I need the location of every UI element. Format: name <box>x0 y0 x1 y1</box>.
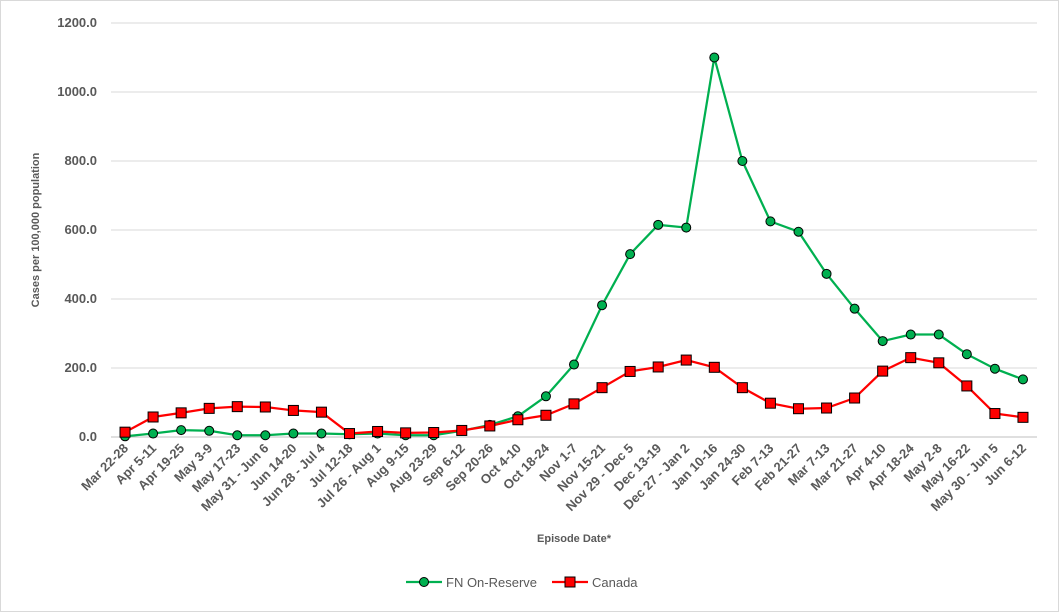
legend: FN On-Reserve Canada <box>406 575 638 590</box>
data-point <box>681 222 692 233</box>
data-point <box>849 392 861 404</box>
legend-label: Canada <box>592 575 638 590</box>
data-point <box>147 411 159 423</box>
data-point <box>821 268 832 279</box>
data-point <box>989 363 1000 374</box>
data-point <box>1017 411 1029 423</box>
data-point <box>203 402 215 414</box>
data-point <box>765 216 776 227</box>
legend-item-fn-on-reserve: FN On-Reserve <box>406 575 537 590</box>
data-point <box>259 401 271 413</box>
data-point <box>652 361 664 373</box>
data-point <box>175 407 187 419</box>
data-point <box>989 408 1001 420</box>
data-point <box>540 391 551 402</box>
gridlines <box>111 22 1037 438</box>
y-tick-label: 1200.0 <box>57 15 97 30</box>
y-tick-label: 0.0 <box>79 429 97 444</box>
data-point <box>821 402 833 414</box>
data-point <box>905 352 917 364</box>
y-tick-label: 800.0 <box>64 153 97 168</box>
data-point <box>344 428 356 440</box>
data-point <box>680 354 692 366</box>
data-point <box>933 329 944 340</box>
data-point <box>596 382 608 394</box>
data-point <box>456 424 468 436</box>
data-point <box>597 300 608 311</box>
data-point <box>484 420 496 432</box>
data-point <box>315 406 327 418</box>
data-point <box>961 349 972 360</box>
data-point <box>877 336 888 347</box>
legend-marker <box>564 576 576 588</box>
data-point <box>933 357 945 369</box>
data-point <box>849 303 860 314</box>
data-point <box>764 397 776 409</box>
data-point <box>792 403 804 415</box>
legend-label: FN On-Reserve <box>446 575 537 590</box>
data-point <box>148 428 159 439</box>
data-point <box>569 359 579 370</box>
y-tick-label: 1000.0 <box>57 84 97 99</box>
data-point <box>176 425 187 436</box>
legend-marker <box>419 577 429 587</box>
data-point <box>512 414 524 426</box>
series-canada <box>119 352 1029 440</box>
data-point <box>260 430 271 441</box>
y-tick-label: 400.0 <box>64 291 97 306</box>
data-point <box>793 226 804 237</box>
data-point <box>905 329 916 340</box>
series-layer <box>119 52 1029 442</box>
data-point <box>1017 374 1028 385</box>
data-point <box>372 425 384 437</box>
x-axis-title: Episode Date* <box>537 533 612 545</box>
data-point <box>568 398 580 410</box>
data-point <box>708 361 720 373</box>
data-point <box>624 365 636 377</box>
data-point <box>204 425 215 436</box>
legend-item-canada: Canada <box>552 575 638 590</box>
data-point <box>400 427 412 439</box>
data-point <box>428 427 440 439</box>
y-tick-label: 600.0 <box>64 222 97 237</box>
data-point <box>625 249 636 260</box>
data-point <box>653 219 664 230</box>
data-point <box>232 430 243 441</box>
data-point <box>316 428 327 439</box>
data-point <box>287 404 299 416</box>
data-point <box>961 380 973 392</box>
data-point <box>709 52 720 63</box>
data-point <box>288 428 299 439</box>
data-point <box>231 401 243 413</box>
data-point <box>737 156 748 166</box>
data-point <box>736 382 748 394</box>
series-fn-on-reserve <box>120 52 1028 442</box>
series-line <box>124 57 1024 438</box>
y-tick-label: 200.0 <box>64 360 97 375</box>
y-axis-ticks: 0.0 200.0 400.0 600.0 800.0 1000.0 1200.0 <box>57 15 97 444</box>
data-point <box>877 365 889 377</box>
data-point <box>540 409 552 421</box>
data-point <box>119 426 131 438</box>
y-axis-title: Cases per 100,000 population <box>30 152 42 307</box>
